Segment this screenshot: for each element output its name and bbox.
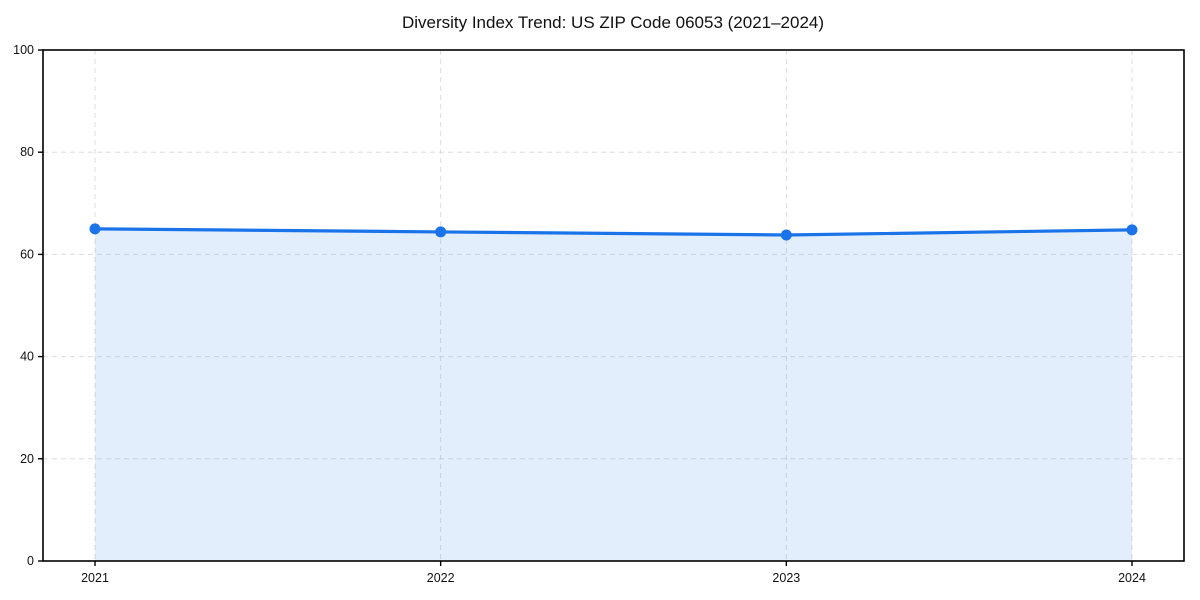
plot-area: 0 20 40 60 80 100 2021 2022 2023 2024 (13, 43, 1185, 585)
data-point-marker (1126, 224, 1138, 236)
y-tick-label: 60 (20, 247, 34, 261)
y-tick-label: 100 (13, 43, 34, 57)
y-tick-label: 80 (20, 145, 34, 159)
x-tick-label: 2024 (1118, 571, 1146, 585)
x-tick-label: 2021 (81, 571, 109, 585)
x-tick-label: 2022 (427, 571, 455, 585)
x-tick-label: 2023 (772, 571, 800, 585)
chart-title: Diversity Index Trend: US ZIP Code 06053… (402, 13, 824, 32)
y-tick-label: 0 (27, 554, 34, 568)
data-point-marker (780, 229, 792, 241)
area-fill (95, 228, 1132, 561)
data-point-marker (89, 223, 101, 235)
data-point-marker (435, 226, 447, 238)
axes-frame (42, 49, 1185, 562)
trend-line (93, 227, 1134, 237)
y-tick-label: 40 (20, 350, 34, 364)
y-tick-label: 20 (20, 452, 34, 466)
